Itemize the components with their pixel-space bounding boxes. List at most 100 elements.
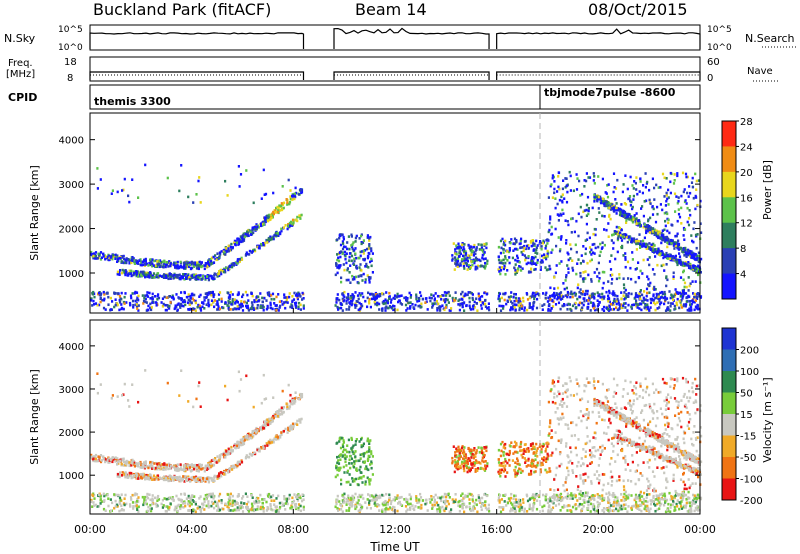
range-cell — [544, 256, 547, 259]
range-cell — [502, 506, 505, 509]
range-cell — [647, 247, 650, 250]
range-cell — [565, 275, 568, 279]
range-cell — [697, 264, 700, 268]
range-cell — [118, 509, 121, 513]
range-cell — [693, 308, 696, 312]
range-cell — [237, 494, 240, 498]
range-cell — [172, 297, 175, 301]
range-cell — [602, 305, 606, 309]
range-cell — [688, 284, 691, 288]
range-cell — [568, 170, 571, 174]
range-cell — [646, 275, 649, 278]
range-cell — [453, 268, 456, 271]
range-cell — [484, 504, 487, 507]
range-cell — [207, 291, 210, 295]
range-cell — [155, 273, 158, 277]
range-cell — [631, 207, 634, 211]
range-cell — [260, 242, 263, 246]
range-cell — [565, 200, 569, 204]
range-cell — [663, 302, 666, 306]
range-cell — [659, 186, 662, 189]
range-cell — [137, 196, 140, 199]
range-cell — [611, 273, 614, 277]
range-cell — [279, 208, 282, 212]
range-cell — [135, 291, 139, 294]
range-cell — [660, 241, 663, 245]
range-cell — [505, 302, 508, 306]
range-cell — [174, 304, 177, 307]
range-cell — [540, 261, 543, 264]
range-cell — [121, 189, 124, 192]
range-cell — [677, 196, 680, 199]
range-cell — [695, 297, 699, 300]
range-cell — [136, 508, 139, 511]
range-cell — [692, 227, 695, 231]
range-cell — [565, 239, 568, 242]
range-cell — [696, 303, 699, 307]
range-cell — [361, 250, 364, 253]
range-cell — [586, 307, 589, 310]
range-cell — [290, 220, 293, 224]
range-cell — [299, 303, 302, 307]
range-cell — [578, 179, 581, 183]
range-cell — [183, 493, 186, 496]
range-cell — [669, 304, 672, 308]
range-cell — [550, 307, 553, 310]
range-cell — [527, 256, 530, 260]
range-cell — [419, 291, 422, 294]
range-cell — [160, 502, 163, 506]
range-cell — [589, 309, 592, 312]
range-cell — [696, 254, 699, 258]
range-cell — [635, 506, 638, 509]
range-cell — [406, 498, 409, 502]
range-cell — [672, 255, 675, 258]
range-cell — [571, 217, 574, 220]
range-cell — [649, 306, 652, 309]
range-cell — [192, 201, 195, 204]
range-cell — [415, 499, 418, 502]
range-cell — [142, 263, 145, 267]
range-cell — [651, 244, 654, 248]
range-cell — [661, 292, 664, 296]
range-cell — [570, 309, 573, 312]
range-cell — [262, 242, 265, 245]
range-cell — [132, 306, 135, 309]
range-cell — [102, 252, 105, 256]
range-cell — [481, 256, 484, 260]
range-cell — [345, 497, 348, 501]
range-cell — [453, 298, 456, 302]
range-cell — [170, 273, 173, 276]
range-cell — [197, 179, 200, 183]
range-cell — [459, 246, 463, 249]
range-cell — [430, 296, 433, 300]
range-cell — [172, 499, 175, 502]
range-cell — [215, 504, 218, 508]
range-cell — [683, 249, 686, 252]
range-cell — [497, 268, 500, 271]
range-cell — [204, 264, 207, 267]
range-cell — [149, 507, 152, 511]
range-cell — [608, 215, 611, 218]
range-cell — [582, 280, 585, 283]
range-cell — [228, 297, 231, 301]
range-cell — [253, 500, 256, 504]
range-cell — [237, 291, 240, 294]
range-cell — [553, 187, 556, 191]
range-cell — [557, 214, 561, 217]
range-cell — [352, 241, 355, 244]
range-cell — [155, 263, 159, 267]
range-cell — [614, 198, 617, 201]
range-cell — [99, 178, 102, 181]
range-cell — [296, 294, 299, 298]
range-cell — [597, 175, 600, 178]
range-cell — [113, 291, 116, 295]
range-cell — [480, 304, 483, 307]
range-cell — [409, 506, 412, 509]
range-cell — [155, 505, 158, 508]
range-cell — [232, 308, 235, 311]
range-cell — [284, 224, 287, 227]
range-cell — [400, 294, 403, 297]
range-cell — [370, 499, 374, 502]
range-cell — [368, 243, 371, 246]
range-cell — [189, 496, 192, 500]
